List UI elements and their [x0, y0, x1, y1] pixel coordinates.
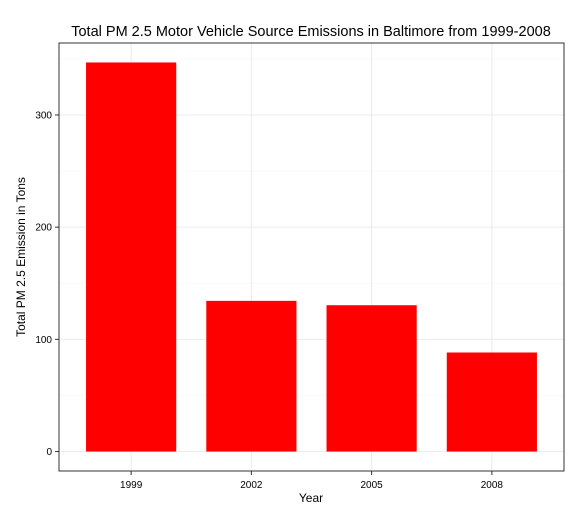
x-tick-label: 2008	[481, 480, 504, 491]
bars	[86, 62, 537, 452]
x-tick-label: 1999	[120, 480, 143, 491]
bar-2002	[206, 300, 297, 452]
x-tick-label: 2005	[360, 480, 383, 491]
bar-2008	[446, 352, 537, 452]
y-axis-ticks: 0 100 200 300	[35, 110, 59, 458]
x-axis-label: Year	[299, 491, 323, 505]
x-axis-ticks: 1999 2002 2005 2008	[120, 471, 503, 491]
y-tick-label: 100	[35, 335, 52, 346]
y-tick-label: 0	[46, 447, 52, 458]
chart-title: Total PM 2.5 Motor Vehicle Source Emissi…	[71, 24, 551, 40]
bar-1999	[86, 62, 177, 452]
panel-border	[58, 42, 565, 472]
y-tick-label: 300	[35, 110, 52, 121]
bar-2005	[326, 305, 417, 452]
y-tick-label: 200	[35, 223, 52, 234]
y-axis-label: Total PM 2.5 Emission in Tons	[14, 177, 28, 337]
x-tick-label: 2002	[240, 480, 263, 491]
